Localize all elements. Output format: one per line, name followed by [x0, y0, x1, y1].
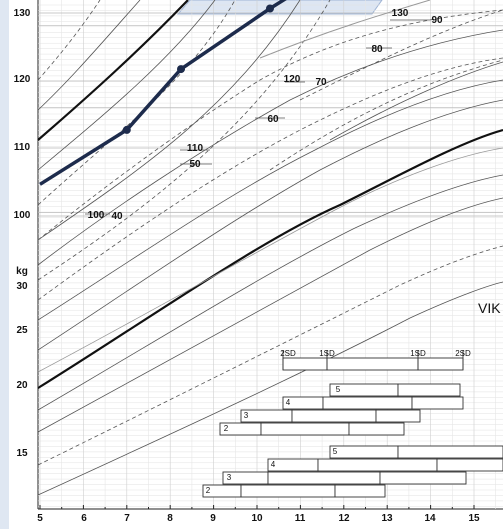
side-label: VIK — [478, 300, 501, 316]
bar-label-3b: 3 — [227, 473, 232, 482]
bar-cell-7-1 — [267, 458, 319, 472]
bar-label-3a: 3 — [244, 411, 249, 420]
measurement-point — [177, 65, 185, 74]
bar-cell-6-1 — [329, 445, 399, 459]
bar-cell-9-2 — [240, 484, 336, 498]
x-tick-5: 5 — [37, 513, 43, 524]
x-tick-6: 6 — [81, 513, 87, 524]
bar-cell-1-1 — [282, 357, 328, 371]
reference-curve-1 — [37, 0, 189, 141]
bar-cell-1-3 — [417, 357, 464, 371]
bar-cell-4-1 — [240, 409, 293, 423]
y-label-120: 120 — [14, 74, 31, 85]
left-frame — [0, 0, 9, 529]
y-label-30: 30 — [16, 281, 28, 292]
reference-curve-22 — [37, 147, 503, 373]
bar-cell-3-2 — [322, 396, 413, 410]
x-tick-13: 13 — [381, 513, 393, 524]
reference-curve-4 — [37, 0, 141, 111]
reference-curve-20 — [37, 174, 503, 411]
reference-curve-15 — [37, 99, 503, 351]
bar-label-4b: 4 — [271, 460, 276, 469]
height-label-110: 110 — [187, 143, 204, 154]
reference-curve-17 — [37, 29, 503, 266]
bar-label-2a: 2 — [224, 424, 229, 433]
height-label-130: 130 — [392, 8, 409, 19]
bar-cell-5-2 — [260, 422, 350, 436]
weight-label-40: 40 — [111, 211, 123, 222]
bar-cell-1-2 — [326, 357, 419, 371]
reference-curve-5 — [37, 0, 101, 81]
bar-label-4a: 4 — [286, 398, 291, 407]
bar-cell-7-2 — [317, 458, 438, 472]
reference-curve-8 — [259, 0, 431, 59]
height-label-100: 100 — [88, 210, 105, 221]
x-tick-15: 15 — [468, 513, 480, 524]
bar-cell-8-3 — [379, 471, 467, 485]
sd-label-minus2: 2SD — [280, 349, 296, 358]
reference-curve-18 — [37, 9, 503, 241]
weight-label-80: 80 — [371, 44, 383, 55]
x-tick-8: 8 — [167, 513, 173, 524]
bar-cell-4-2 — [291, 409, 377, 423]
bar-label-5a: 5 — [336, 385, 341, 394]
x-tick-11: 11 — [295, 513, 306, 524]
bar-label-2b: 2 — [206, 486, 211, 495]
x-tick-12: 12 — [338, 513, 350, 524]
series-layer — [39, 0, 287, 186]
weight-label-50: 50 — [189, 159, 201, 170]
measurement-line — [39, 0, 287, 186]
reference-curve-9 — [299, 9, 503, 101]
reference-curve-10 — [329, 61, 503, 141]
y-label-15: 15 — [16, 448, 28, 459]
height-label-120: 120 — [284, 74, 301, 85]
bar-cell-4-3 — [375, 409, 421, 423]
reference-curve-14 — [37, 245, 503, 466]
x-tick-14: 14 — [424, 513, 436, 524]
y-label-110: 110 — [14, 142, 31, 153]
weight-label-60: 60 — [267, 114, 279, 125]
weight-label-70: 70 — [315, 77, 327, 88]
measurement-point — [122, 125, 131, 134]
bar-table — [202, 350, 503, 498]
reference-curve-3 — [37, 0, 216, 171]
sd-label-plus2: 2SD — [455, 349, 471, 358]
y-label-25: 25 — [16, 325, 28, 336]
y-unit-kg: kg — [16, 266, 28, 277]
bar-cell-5-3 — [348, 422, 405, 436]
sd-label-plus1: 1SD — [410, 349, 426, 358]
reference-curve-6 — [37, 0, 301, 241]
bar-cell-9-3 — [334, 484, 386, 498]
reference-curve-11 — [269, 59, 503, 171]
reference-curve-12 — [37, 128, 503, 389]
y-label-20: 20 — [16, 380, 28, 391]
reference-curve-13 — [37, 197, 503, 433]
bar-cell-3-3 — [411, 396, 464, 410]
bar-cell-6-2 — [397, 445, 503, 459]
reference-curve-19 — [37, 79, 503, 321]
weight-label-90: 90 — [431, 15, 443, 26]
bar-cell-2-2 — [397, 383, 461, 397]
bar-cell-7-3 — [436, 458, 503, 472]
sd-label-minus1: 1SD — [319, 349, 335, 358]
x-tick-7: 7 — [124, 513, 130, 524]
bar-cell-8-2 — [267, 471, 381, 485]
x-tick-9: 9 — [210, 513, 216, 524]
measurement-point — [266, 4, 274, 13]
bar-label-5b: 5 — [333, 447, 338, 456]
y-label-130: 130 — [14, 8, 31, 19]
x-tick-10: 10 — [251, 513, 263, 524]
y-label-100: 100 — [14, 210, 31, 221]
reference-curve-21 — [37, 281, 503, 496]
reference-curve-7 — [37, 0, 331, 281]
